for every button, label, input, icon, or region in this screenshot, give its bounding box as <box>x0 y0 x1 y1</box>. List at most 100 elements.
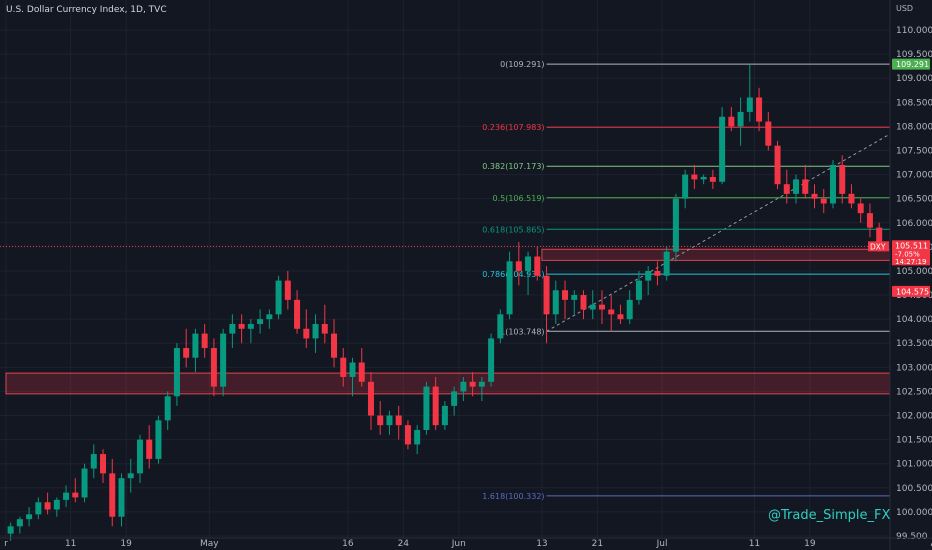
fib-level-label: 1.618(100.332) <box>482 492 544 501</box>
candle-body <box>654 270 661 276</box>
candle-body <box>321 323 328 334</box>
candle-body <box>229 323 236 334</box>
price-tick-label: 101.000 <box>896 460 932 470</box>
candle-body <box>367 381 374 416</box>
candle-body <box>358 362 365 382</box>
candle-body <box>783 184 790 194</box>
candle-body <box>746 97 753 112</box>
time-axis[interactable]: r1119May1624Jun1321Jul1119Aug15 <box>0 537 932 549</box>
price-tick-label: 99.500 <box>896 532 928 542</box>
price-tick-label: 106.000 <box>896 219 932 229</box>
target-price-label: 109.291 <box>896 60 929 69</box>
price-tick-label: 101.500 <box>896 436 932 446</box>
candle-body <box>340 357 347 377</box>
candle-body <box>238 323 245 329</box>
candle-body <box>682 174 689 199</box>
price-axis-labels: 109.291104.575105.388105.511-7.05%14:27:… <box>868 58 930 297</box>
price-tick-label: 100.000 <box>896 508 932 518</box>
candle-body <box>635 280 642 300</box>
candle-body <box>404 425 411 445</box>
candle-body <box>81 468 88 498</box>
candle-body <box>423 386 430 430</box>
currency-label: USD <box>896 4 914 13</box>
candle-body <box>16 519 23 527</box>
candle-body <box>857 203 864 214</box>
candle-body <box>645 270 652 281</box>
time-tick-label: 11 <box>749 539 760 549</box>
candle-body <box>691 174 698 180</box>
price-tick-label: 102.000 <box>896 412 932 422</box>
candle-body <box>571 295 578 300</box>
candle-body <box>737 111 744 127</box>
candle-body <box>303 328 310 339</box>
candle-body <box>848 193 855 204</box>
candle-body <box>700 176 707 180</box>
candle-body <box>312 323 319 339</box>
candle-body <box>109 473 116 517</box>
candle-body <box>294 299 301 329</box>
candle-body <box>90 454 97 469</box>
candle-body <box>460 381 467 392</box>
price-axis[interactable]: 99.500 100.000 100.500 101.000 101.500 102.00… <box>889 0 932 550</box>
symbol-tag-bg <box>868 241 889 252</box>
fib-level-label: 0(109.291) <box>500 60 544 69</box>
candle-body <box>395 415 402 426</box>
price-tick-label: 104.000 <box>896 315 932 325</box>
candle-body <box>820 198 827 204</box>
price-tick-label: 109.000 <box>896 74 932 84</box>
symbol-tag: DXY <box>870 242 886 251</box>
current-price-bg <box>892 240 930 266</box>
candle-body <box>53 499 60 510</box>
candle-body <box>626 299 633 320</box>
price-tick-label: 103.500 <box>896 339 932 349</box>
candle-body <box>515 261 522 271</box>
time-tick-label: 24 <box>398 539 410 549</box>
candle-body <box>7 526 14 534</box>
candle-body <box>506 261 513 315</box>
candlestick-series <box>7 64 883 541</box>
price-tick-label: 108.500 <box>896 98 932 108</box>
candle-body <box>257 319 264 324</box>
candle-body <box>543 275 550 315</box>
candle-body <box>719 116 726 182</box>
candle-body <box>44 502 51 510</box>
candle-body <box>118 478 125 517</box>
candle-body <box>266 314 273 320</box>
candle-body <box>192 333 199 358</box>
candle-body <box>201 333 208 349</box>
candle-body <box>525 256 532 271</box>
price-tick-label: 107.500 <box>896 146 932 156</box>
fib-level-label: 0.236(107.983) <box>482 123 544 132</box>
grid <box>0 0 890 538</box>
zone-rect <box>5 372 932 395</box>
candle-body <box>774 145 781 185</box>
fib-level-label: 0.382(107.173) <box>482 162 544 171</box>
candle-body <box>432 386 439 426</box>
candle-body <box>386 415 393 426</box>
fib-level-label: 1(103.748) <box>500 327 544 336</box>
price-tick-label: 100.500 <box>896 484 932 494</box>
candle-body <box>127 473 134 479</box>
candle-body <box>839 164 846 194</box>
price-tick-label: 103.000 <box>896 363 932 373</box>
candle-body <box>349 362 356 377</box>
fib-level-label: 0.618(105.865) <box>482 225 544 234</box>
candle-body <box>562 290 569 300</box>
current-price-label: 105.511 <box>895 241 928 250</box>
candle-body <box>728 116 735 127</box>
time-tick-label: 11 <box>65 539 76 549</box>
price-tick-label: 105.000 <box>896 267 932 277</box>
watermark: @Trade_Simple_FX <box>768 508 891 523</box>
candle-body <box>451 391 458 406</box>
candle-body <box>136 439 143 474</box>
candle-body <box>866 213 873 228</box>
candle-body <box>26 514 33 520</box>
candle-body <box>247 323 254 329</box>
price-tick-label: 109.500 <box>896 50 932 60</box>
candle-body <box>414 429 421 445</box>
stop-price-label: 104.575 <box>896 287 929 296</box>
candle-body <box>793 179 800 194</box>
candle-body <box>811 193 818 199</box>
time-tick-label: Jun <box>451 539 466 549</box>
